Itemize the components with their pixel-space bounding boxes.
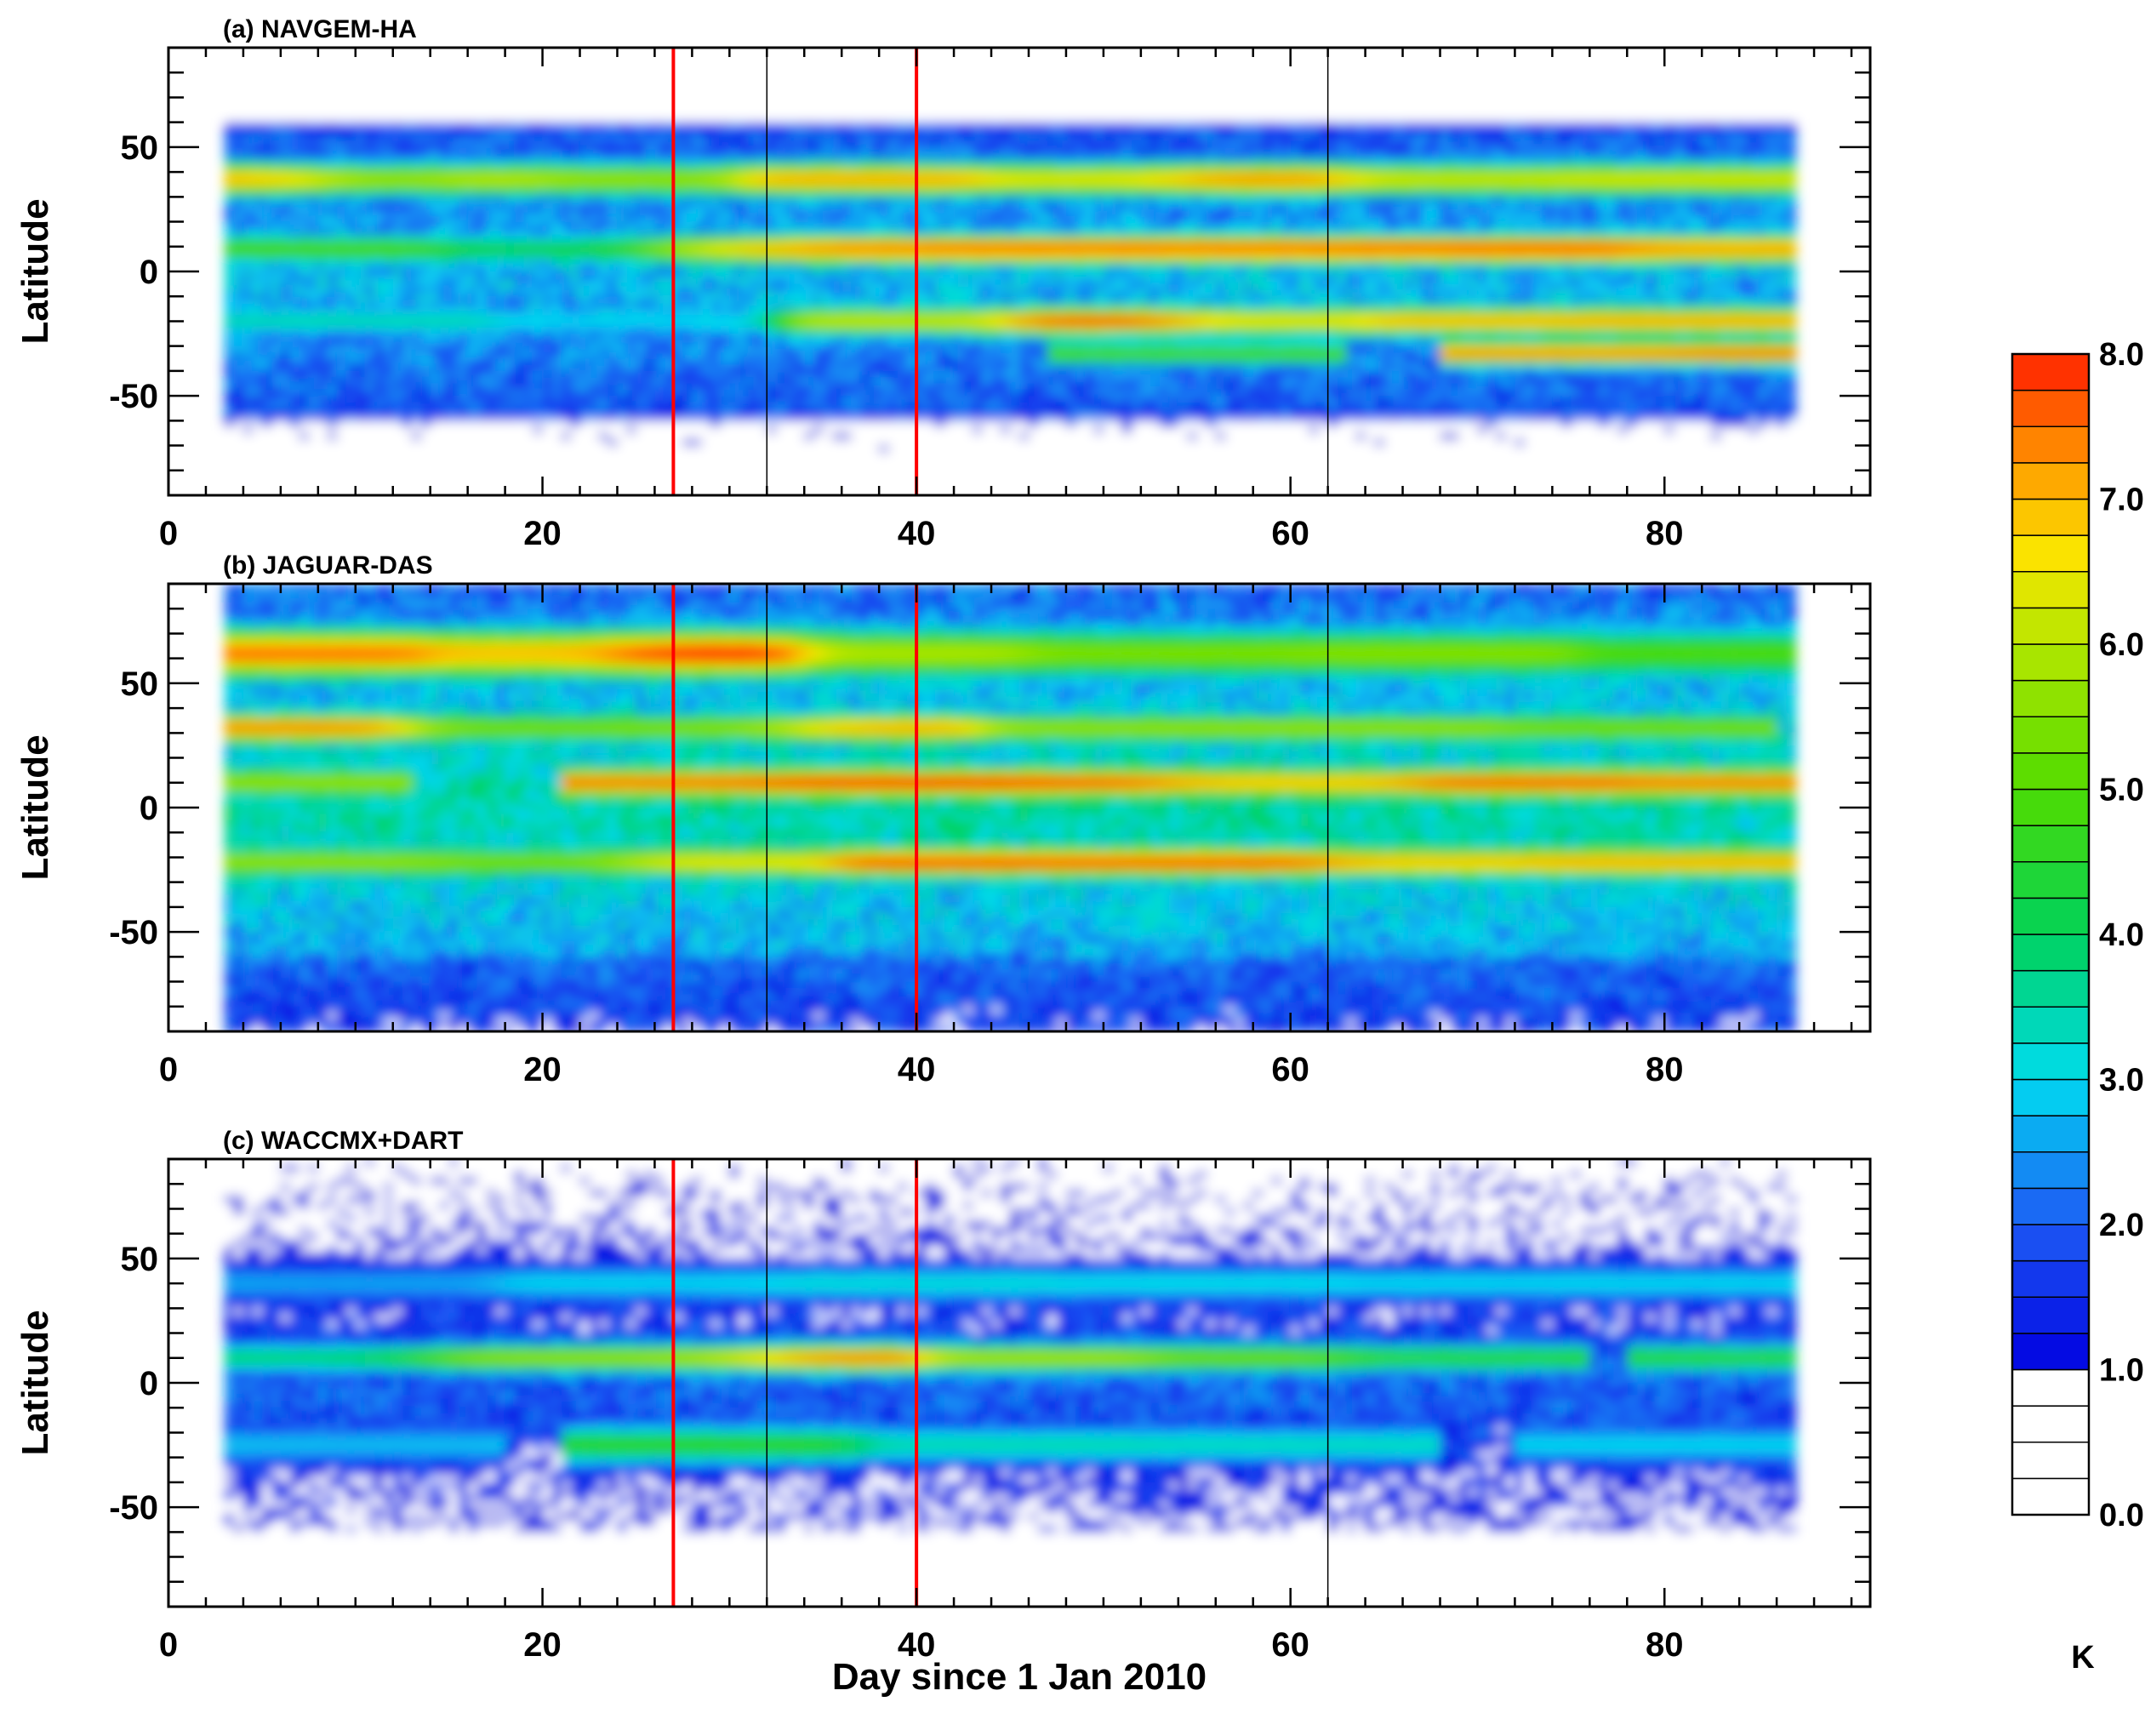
colorbar-cell	[2011, 788, 2090, 826]
panels-group: 0 20 40 60 80 -50 0 50 Latitude (a) NAVGEM-HA 0 20 4…	[14, 15, 1872, 1664]
x-tick-label: 80	[1646, 1626, 1684, 1664]
colorbar-cell	[2011, 861, 2090, 899]
colorbar-cell	[2011, 353, 2090, 391]
colorbar-cell	[2011, 716, 2090, 754]
heatmap	[224, 584, 1797, 1031]
x-tick-label: 80	[1646, 515, 1684, 552]
colorbar-cell	[2011, 1296, 2090, 1334]
colorbar-cell	[2011, 389, 2090, 427]
colorbar: 0.0 1.0 2.0 3.0 4.0 5.0 6.0 7.0 8.0	[2011, 337, 2144, 1533]
y-tick-label: 0	[140, 254, 158, 291]
y-tick-label: -50	[109, 1489, 158, 1527]
colorbar-cell	[2011, 825, 2090, 863]
colorbar-cell	[2011, 934, 2090, 972]
colorbar-cell	[2011, 1259, 2090, 1298]
colorbar-cell	[2011, 1368, 2090, 1407]
colorbar-cell	[2011, 679, 2090, 717]
x-tick-label: 60	[1271, 1626, 1309, 1664]
colorbar-cell	[2011, 969, 2090, 1008]
colorbar-tick-label: 4.0	[2099, 917, 2144, 953]
x-tick-label: 0	[159, 1626, 178, 1664]
panel-title: (b) JAGUAR-DAS	[223, 551, 433, 580]
y-tick-label: 50	[121, 129, 159, 167]
colorbar-cell	[2011, 607, 2090, 645]
colorbar-cell	[2011, 534, 2090, 573]
colorbar-tick-label: 0.0	[2099, 1498, 2144, 1533]
y-tick-label: -50	[109, 378, 158, 415]
colorbar-tick-label: 2.0	[2099, 1208, 2144, 1243]
x-tick-label: 40	[898, 515, 936, 552]
colorbar-cell	[2011, 1006, 2090, 1044]
x-tick-label: 40	[898, 1626, 936, 1664]
x-tick-label: 20	[523, 1626, 562, 1664]
x-tick-label: 0	[159, 1051, 178, 1088]
x-tick-label: 60	[1271, 515, 1309, 552]
colorbar-cell	[2011, 643, 2090, 682]
colorbar-frame	[2011, 352, 2091, 1516]
y-axis-label: Latitude	[14, 198, 56, 344]
colorbar-tick-label: 3.0	[2099, 1063, 2144, 1099]
y-axis-label: Latitude	[14, 734, 56, 880]
y-tick-label: 0	[140, 790, 158, 827]
colorbar-cell	[2011, 1042, 2090, 1081]
colorbar-cell	[2011, 1224, 2090, 1262]
colorbar-cell	[2011, 498, 2090, 536]
colorbar-tick-label: 6.0	[2099, 627, 2144, 663]
colorbar-tick-label: 5.0	[2099, 773, 2144, 808]
colorbar-tick-label: 7.0	[2099, 483, 2144, 518]
colorbar-cell	[2011, 1115, 2090, 1153]
heatmap	[224, 48, 1797, 495]
colorbar-cell	[2011, 1477, 2090, 1516]
colorbar-cell	[2011, 1333, 2090, 1371]
y-tick-label: 50	[121, 1241, 159, 1278]
x-tick-label: 40	[898, 1051, 936, 1088]
y-tick-label: -50	[109, 914, 158, 951]
panel-2: 0 20 40 60 80 -50 0 50 Latitude (b) JAGUAR-DAS	[14, 551, 1872, 1088]
colorbar-cell	[2011, 897, 2090, 935]
heatmap	[224, 1159, 1797, 1607]
panel-3: 0 20 40 60 80 -50 0 50 Latitude (c) WACCMX+DART	[14, 1127, 1872, 1664]
colorbar-cell	[2011, 462, 2090, 500]
x-tick-label: 80	[1646, 1051, 1684, 1088]
colorbar-unit-label: K	[2071, 1640, 2095, 1676]
x-tick-label: 0	[159, 515, 178, 552]
panel-title: (a) NAVGEM-HA	[223, 15, 417, 43]
colorbar-cell	[2011, 425, 2090, 464]
x-tick-label: 20	[523, 515, 562, 552]
colorbar-tick-label: 8.0	[2099, 337, 2144, 373]
y-tick-label: 50	[121, 665, 159, 703]
colorbar-cell	[2011, 1442, 2090, 1480]
x-axis-label: Day since 1 Jan 2010	[832, 1656, 1207, 1698]
y-axis-label: Latitude	[14, 1310, 56, 1455]
colorbar-tick-label: 1.0	[2099, 1353, 2144, 1389]
x-tick-label: 60	[1271, 1051, 1309, 1088]
colorbar-cell	[2011, 752, 2090, 791]
panel-1: 0 20 40 60 80 -50 0 50 Latitude (a) NAVGEM-HA	[14, 15, 1872, 552]
panel-title: (c) WACCMX+DART	[223, 1127, 464, 1155]
colorbar-cell	[2011, 1151, 2090, 1190]
y-tick-label: 0	[140, 1365, 158, 1402]
colorbar-cell	[2011, 1078, 2090, 1116]
colorbar-cell	[2011, 1187, 2090, 1225]
x-tick-label: 20	[523, 1051, 562, 1088]
colorbar-cell	[2011, 571, 2090, 609]
colorbar-cell	[2011, 1405, 2090, 1443]
